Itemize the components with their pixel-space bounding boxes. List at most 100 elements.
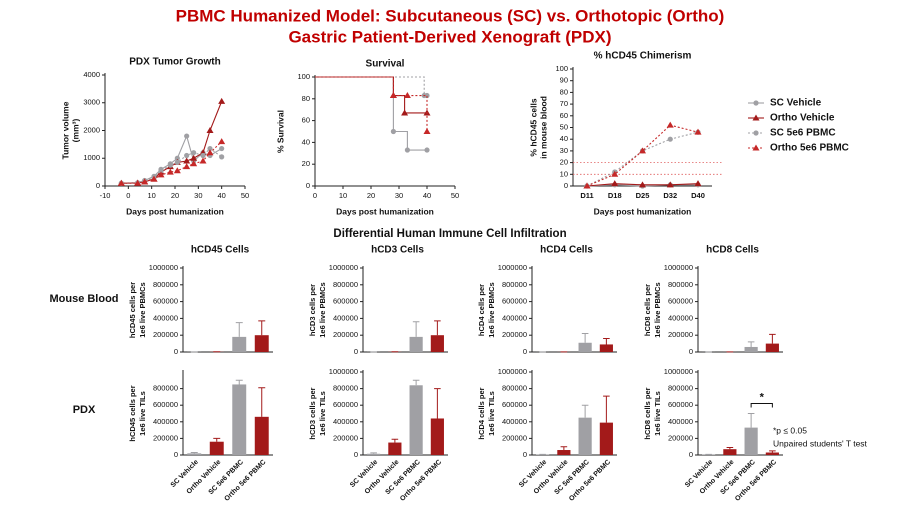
marker [639, 147, 646, 154]
y-tick-label: 400000 [502, 417, 527, 426]
legend-label: SC Vehicle [770, 98, 822, 109]
y-tick-label: 600000 [333, 400, 358, 409]
chart-title: hCD4 Cells [540, 245, 593, 256]
marker [134, 179, 142, 186]
bar [388, 442, 402, 455]
y-axis-label: hCD8 cells per [643, 284, 652, 336]
bar [599, 344, 613, 352]
x-tick-label: 0 [126, 191, 130, 200]
y-tick-label: 1000000 [664, 263, 693, 272]
footnote: Unpaired students' T test [773, 438, 868, 448]
bar [557, 450, 571, 455]
y-axis-label: % hCD45 cells [528, 98, 538, 156]
y-tick-label: 200000 [668, 330, 693, 339]
error-bar [258, 387, 266, 417]
y-tick-label: 200000 [668, 433, 693, 442]
main-title: Gastric Patient-Derived Xenograft (PDX) [288, 27, 611, 46]
x-tick-label: 20 [367, 191, 375, 200]
y-tick-label: 600000 [502, 400, 527, 409]
footnote: *p ≤ 0.05 [773, 425, 807, 435]
bar [723, 449, 737, 455]
y-axis-label: 1e6 live TILs [138, 391, 147, 436]
bar [744, 427, 758, 455]
y-tick-label: 200000 [333, 330, 358, 339]
y-axis-label: 1e6 live PBMCs [318, 282, 327, 337]
row-label: PDX [73, 404, 96, 416]
y-tick-label: 800000 [153, 384, 178, 393]
y-axis-label: hCD3 cells per [308, 387, 317, 439]
survival-step [393, 130, 408, 151]
y-tick-label: 0 [564, 181, 568, 190]
series-line [586, 124, 699, 187]
y-axis-label: hCD4 cells per [477, 284, 486, 336]
bar [765, 343, 779, 352]
y-tick-label: 100 [297, 72, 310, 81]
marker [424, 147, 430, 153]
marker [423, 128, 431, 134]
error-bar [581, 404, 589, 418]
y-tick-label: 30 [560, 146, 568, 155]
significance-bracket [750, 403, 773, 408]
bar [232, 384, 247, 455]
y-axis-label: 1e6 live PBMCs [138, 282, 147, 337]
marker [218, 97, 226, 104]
marker [694, 128, 702, 135]
y-tick-label: 1000000 [498, 367, 527, 376]
marker [752, 114, 760, 121]
marker [174, 155, 180, 161]
y-tick-label: 0 [174, 450, 178, 459]
x-tick-label: Ortho 5e6 PBMC [399, 459, 443, 503]
y-tick-label: 100 [555, 64, 568, 73]
bar [765, 452, 779, 455]
chart-title: hCD8 Cells [706, 245, 759, 256]
marker [694, 180, 702, 187]
y-tick-label: 0 [689, 450, 693, 459]
y-tick-label: 10 [560, 169, 568, 178]
marker [583, 182, 591, 189]
marker [167, 162, 173, 168]
x-tick-label: 20 [171, 191, 179, 200]
y-axis-label: in mouse blood [538, 96, 548, 159]
x-tick-label: 30 [194, 191, 202, 200]
marker [173, 167, 181, 174]
survival-step [315, 76, 394, 96]
y-tick-label: 0 [354, 347, 358, 356]
chart-title: PDX Tumor Growth [129, 57, 220, 68]
marker [184, 152, 190, 159]
marker [206, 149, 214, 156]
marker [174, 159, 180, 166]
y-axis-label: Tumor volume [60, 101, 70, 159]
y-tick-label: 2000 [83, 125, 100, 134]
bar [409, 385, 423, 455]
y-tick-label: 3000 [83, 98, 100, 107]
y-tick-label: 600000 [153, 400, 178, 409]
y-axis-label: 1e6 live PBMCs [653, 282, 662, 337]
bar [578, 342, 592, 352]
marker [190, 154, 198, 161]
error-bar [769, 450, 776, 453]
marker [219, 154, 225, 160]
marker [611, 170, 619, 177]
error-bar [434, 388, 441, 419]
y-tick-label: 80 [302, 94, 310, 103]
error-bar [603, 395, 610, 423]
chart-title: hCD3 Cells [371, 245, 424, 256]
marker [191, 150, 197, 156]
x-axis-label: Days post humanization [336, 206, 434, 216]
y-tick-label: 600000 [333, 297, 358, 306]
marker [666, 181, 674, 188]
x-tick-label: Ortho 5e6 PBMC [734, 459, 778, 503]
y-axis-label: 1e6 live TILs [653, 391, 662, 436]
x-axis-label: Days post humanization [126, 206, 224, 216]
y-tick-label: 200000 [502, 433, 527, 442]
y-tick-label: 800000 [153, 280, 178, 289]
marker [752, 144, 760, 151]
x-tick-label: D11 [580, 191, 593, 200]
y-axis-label: hCD4 cells per [477, 387, 486, 439]
section-title: Differential Human Immune Cell Infiltrat… [333, 228, 566, 240]
y-tick-label: 40 [302, 137, 310, 146]
y-axis-label: hCD45 cells per [128, 385, 137, 441]
marker [150, 175, 158, 182]
bar [744, 346, 758, 352]
survival-step [315, 76, 394, 96]
